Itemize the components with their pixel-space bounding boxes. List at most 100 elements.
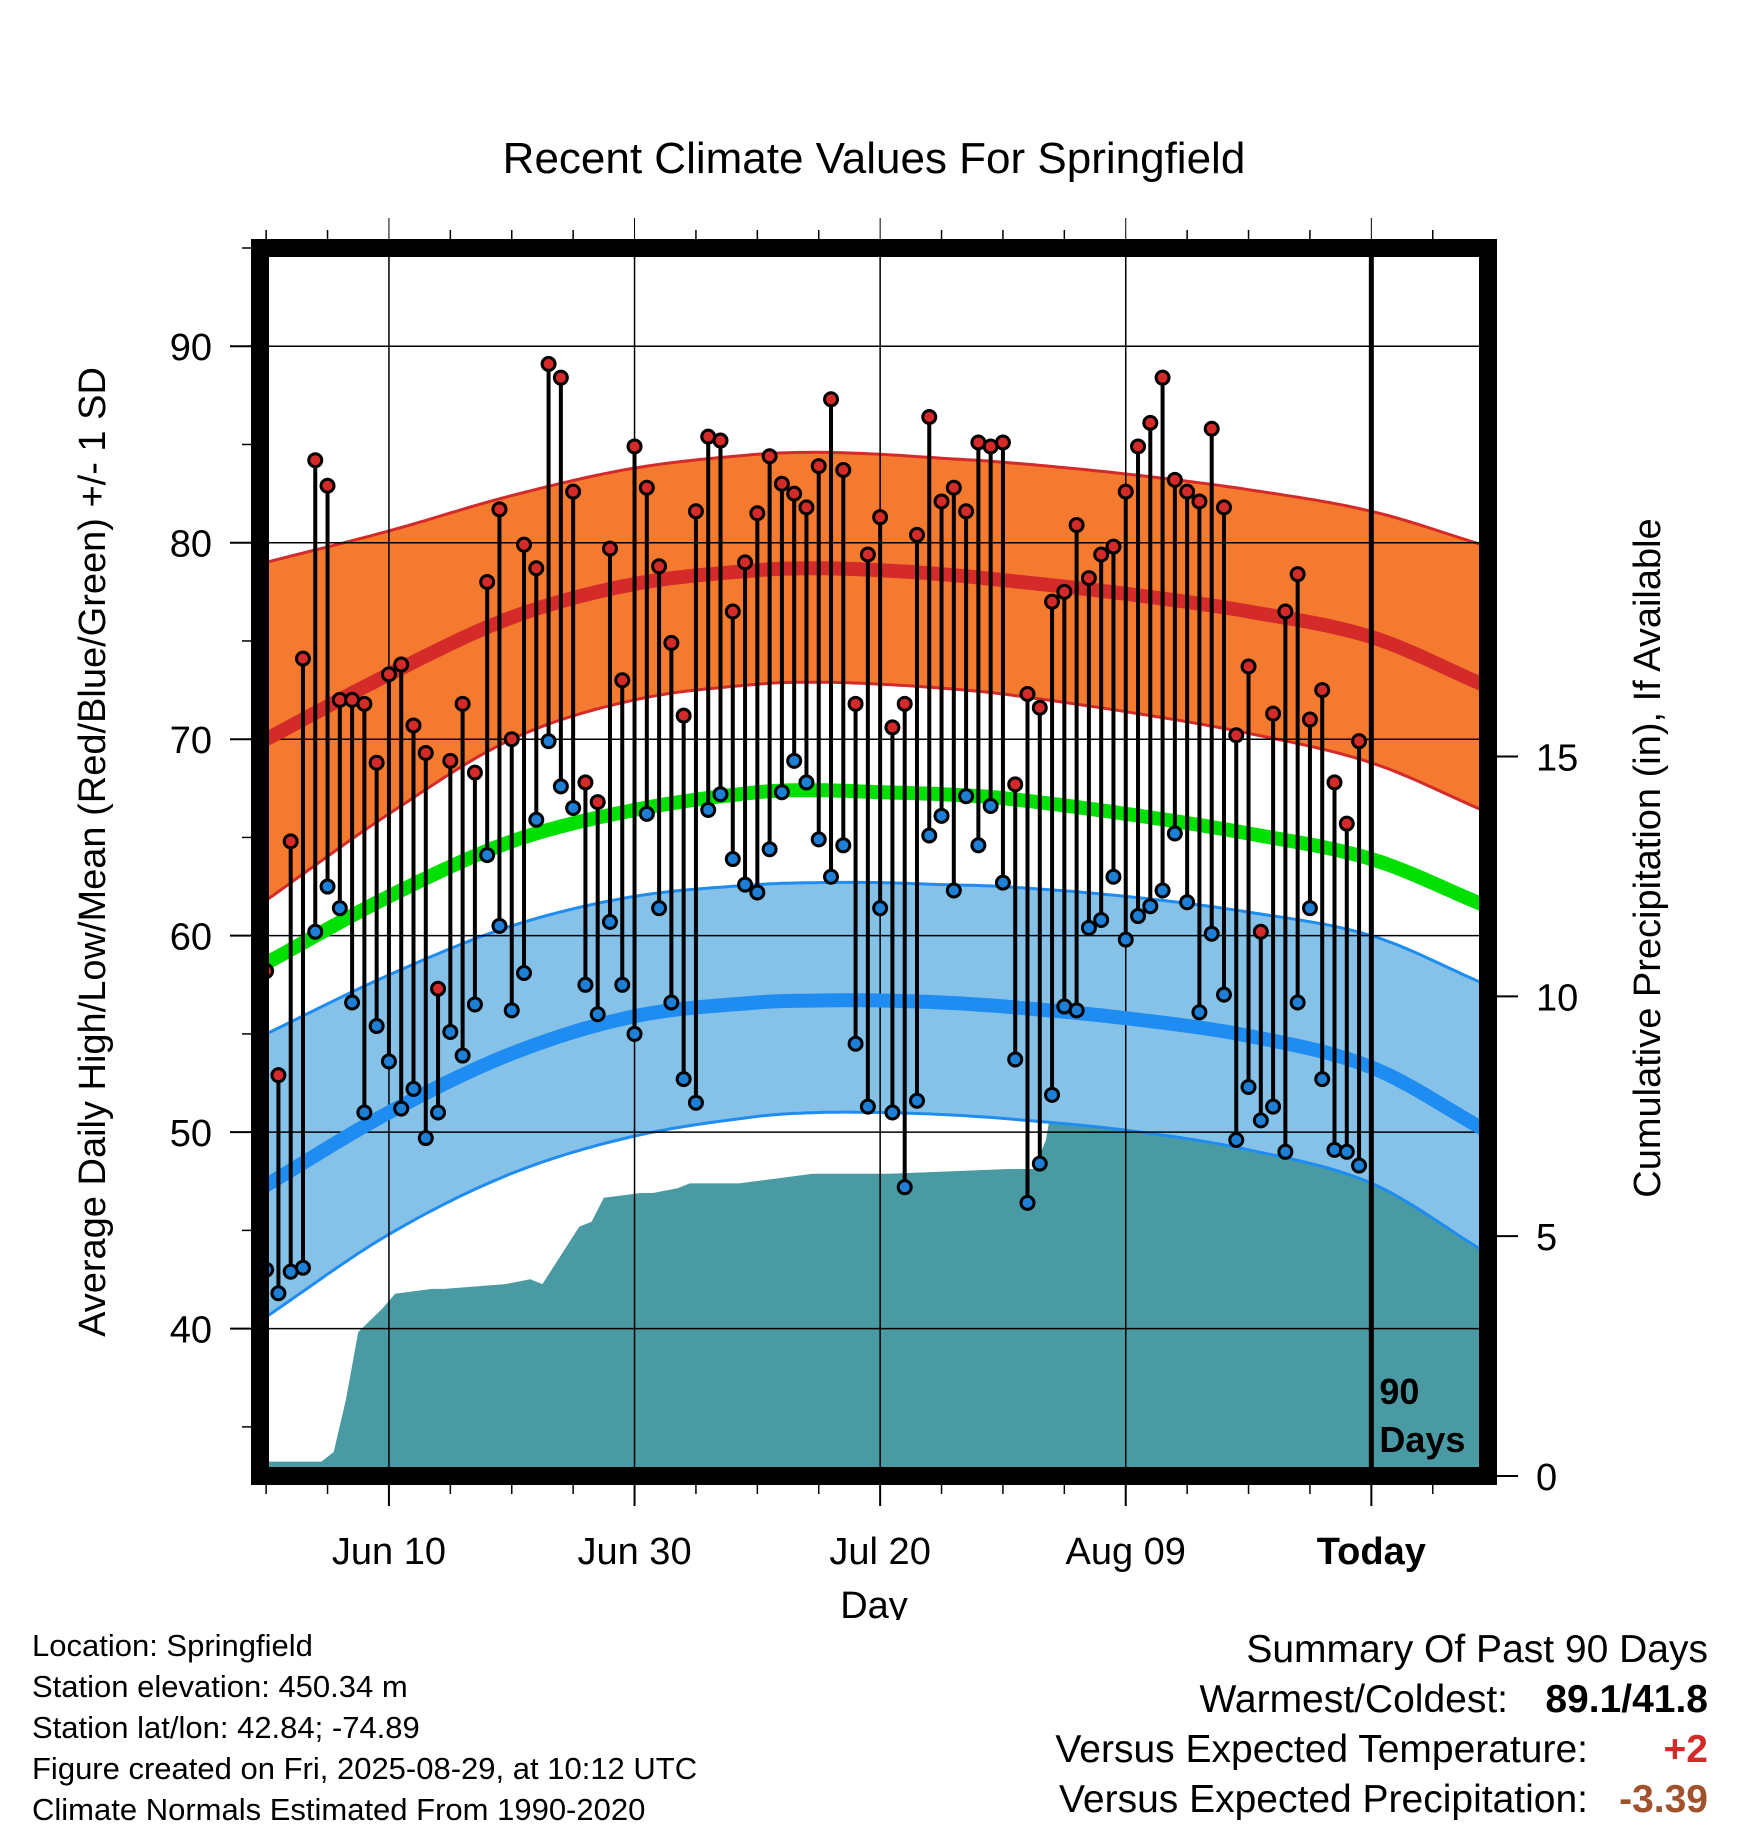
- daily-high-point: [884, 719, 901, 736]
- daily-low-point: [614, 976, 631, 993]
- daily-high-point: [393, 656, 410, 673]
- daily-low-point: [1007, 1051, 1024, 1068]
- x-axis-label: Day: [840, 1585, 908, 1620]
- daily-low-point: [393, 1100, 410, 1117]
- daily-low-point: [847, 1035, 864, 1052]
- daily-low-point: [687, 1094, 704, 1111]
- daily-high-point: [614, 672, 631, 689]
- daily-high-point: [810, 458, 827, 475]
- daily-low-point: [1215, 986, 1232, 1003]
- daily-high-point: [466, 764, 483, 781]
- daily-low-point: [1154, 882, 1171, 899]
- x-tick-label: Jun 10: [332, 1531, 446, 1573]
- x-tick-label: Aug 09: [1066, 1531, 1186, 1573]
- value-separator: /: [1621, 1678, 1633, 1721]
- daily-low-point: [994, 874, 1011, 891]
- daily-high-point: [540, 355, 557, 372]
- daily-high-point: [1215, 499, 1232, 516]
- daily-low-point: [491, 917, 508, 934]
- climate-chart: Recent Climate Values For Springfield 90…: [72, 134, 1669, 1620]
- precip-versus-value: -3.39: [1619, 1778, 1708, 1821]
- daily-high-point: [1277, 603, 1294, 620]
- y-tick-label: 40: [170, 1310, 212, 1352]
- warmest-coldest-value: 89.1/41.8: [1528, 1675, 1708, 1725]
- daily-high-point: [307, 452, 324, 469]
- daily-low-point: [356, 1104, 373, 1121]
- daily-high-point: [1105, 538, 1122, 555]
- daily-low-point: [810, 831, 827, 848]
- daily-high-point: [1154, 369, 1171, 386]
- daily-low-point: [540, 733, 557, 750]
- daily-low-point: [1068, 1002, 1085, 1019]
- warmest-coldest-row: Warmest/Coldest: 89.1/41.8: [1055, 1675, 1708, 1725]
- y2-tick-label: 10: [1536, 977, 1578, 1019]
- daily-low-point: [945, 882, 962, 899]
- daily-low-point: [700, 801, 717, 818]
- daily-high-point: [872, 509, 889, 526]
- daily-low-point: [958, 788, 975, 805]
- daily-high-point: [601, 540, 618, 557]
- daily-high-point: [319, 477, 336, 494]
- plot-frame: [251, 239, 1497, 1485]
- daily-low-point: [835, 837, 852, 854]
- daily-high-point: [1093, 546, 1110, 563]
- plot-area: 90 Days: [260, 248, 1488, 1476]
- y2-tick-label: 0: [1536, 1457, 1557, 1499]
- daily-high-point: [356, 695, 373, 712]
- daily-low-point: [1228, 1132, 1245, 1149]
- daily-low-point: [552, 778, 569, 795]
- today-label-days: Days: [1379, 1419, 1465, 1460]
- daily-low-point: [638, 805, 655, 822]
- daily-low-point: [1179, 894, 1196, 911]
- daily-high-point: [651, 558, 668, 575]
- daily-high-point: [552, 369, 569, 386]
- daily-high-point: [786, 485, 803, 502]
- daily-high-point: [675, 707, 692, 724]
- elevation-text: Station elevation: 450.34 m: [32, 1669, 408, 1704]
- daily-high-point: [958, 503, 975, 520]
- daily-low-point: [761, 841, 778, 858]
- daily-high-point: [503, 731, 520, 748]
- daily-high-point: [859, 546, 876, 563]
- daily-low-point: [479, 847, 496, 864]
- x-tick-label: Today: [1317, 1531, 1426, 1573]
- daily-high-point: [270, 1067, 287, 1084]
- low-sd-band-upper-edge: [260, 880, 1488, 1039]
- daily-high-point: [638, 479, 655, 496]
- daily-low-point: [503, 1002, 520, 1019]
- location-text: Location: Springfield: [32, 1628, 313, 1663]
- normal-low-line: [260, 993, 1488, 1195]
- summary-heading: Summary Of Past 90 Days: [1246, 1628, 1708, 1671]
- daily-low-point: [1166, 825, 1183, 842]
- normal-mean-line: [260, 783, 1488, 973]
- normals-text: Climate Normals Estimated From 1990-2020: [32, 1792, 646, 1827]
- daily-high-point: [479, 574, 496, 591]
- daily-low-point: [307, 923, 324, 940]
- plot-content: 90 Days: [260, 248, 1488, 1476]
- daily-high-point: [1080, 570, 1097, 587]
- daily-high-point: [749, 505, 766, 522]
- daily-high-point: [737, 554, 754, 571]
- daily-low-point: [1240, 1078, 1257, 1095]
- daily-high-point: [589, 794, 606, 811]
- axes: Jun 10 Jun 30 Jul 20 Aug 09 Today40506070809…: [170, 218, 1578, 1573]
- daily-high-point: [442, 752, 459, 769]
- daily-low-point: [1265, 1098, 1282, 1115]
- precip-versus-row: Versus Expected Precipitation: -3.39: [1055, 1775, 1708, 1825]
- y2-tick-label: 5: [1536, 1217, 1557, 1259]
- daily-low-point: [884, 1104, 901, 1121]
- summary-panel: Summary Of Past 90 Days Warmest/Coldest:…: [1055, 1625, 1708, 1825]
- y-tick-label: 80: [170, 524, 212, 566]
- daily-low-point: [454, 1047, 471, 1064]
- daily-low-point: [1142, 898, 1159, 915]
- daily-high-point: [1252, 923, 1269, 940]
- daily-low-point: [589, 1006, 606, 1023]
- daily-high-point: [1130, 438, 1147, 455]
- daily-low-point: [1252, 1112, 1269, 1129]
- daily-high-point: [430, 980, 447, 997]
- x-tick-label: Jun 30: [577, 1531, 691, 1573]
- daily-low-point: [626, 1025, 643, 1042]
- daily-high-point: [847, 695, 864, 712]
- daily-low-point: [970, 837, 987, 854]
- daily-low-point: [908, 1092, 925, 1109]
